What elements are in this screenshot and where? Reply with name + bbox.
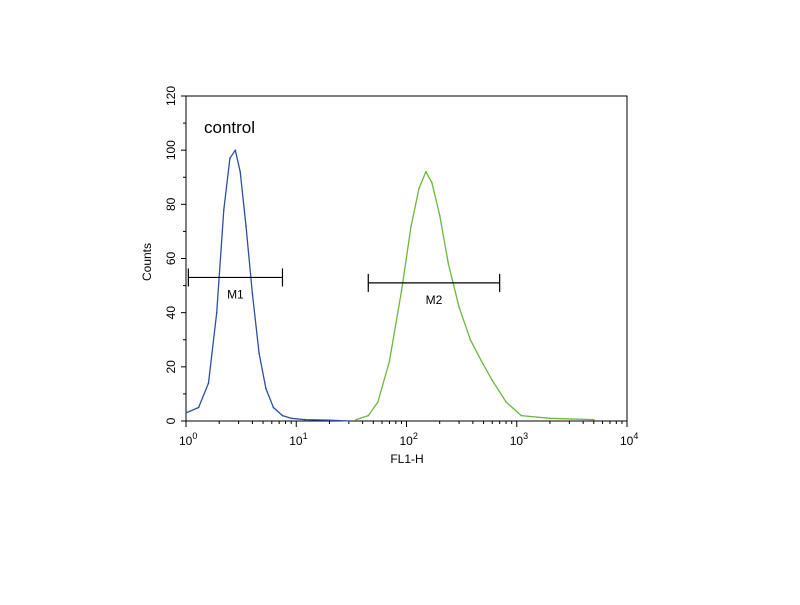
series-1-point — [245, 225, 247, 227]
marker-layer: M1 M2 — [187, 268, 501, 307]
series-layer — [185, 149, 595, 422]
y-tick-label: 60 — [164, 252, 178, 266]
x-axis: 100 101 102 103 104 — [179, 421, 638, 448]
series-2-point — [505, 401, 507, 403]
series-2-point — [438, 214, 441, 216]
series-1-point — [251, 292, 254, 295]
series-1-point — [290, 417, 293, 420]
x-tick-base: 10 — [400, 434, 414, 448]
series-1-point — [304, 418, 306, 421]
series-1-point — [328, 419, 331, 422]
x-tick-label: 101 — [289, 431, 307, 448]
histogram-series-1 — [185, 149, 349, 422]
series-2-point — [469, 339, 472, 341]
x-tick-label: 104 — [620, 431, 638, 448]
x-tick-exponent: 1 — [303, 431, 308, 441]
series-1-point — [265, 387, 267, 390]
y-tick-label: 100 — [164, 140, 178, 160]
y-axis-label: Counts — [140, 243, 154, 281]
x-tick-label: 100 — [179, 431, 197, 448]
x-tick-base: 10 — [289, 434, 303, 448]
x-tick-base: 10 — [510, 434, 524, 448]
series-2-point — [593, 418, 595, 421]
series-2-point — [549, 417, 551, 420]
series-1-point — [234, 149, 237, 151]
series-1-point — [258, 352, 260, 355]
histogram-series-2 — [355, 171, 594, 421]
y-tick-label: 40 — [164, 306, 178, 320]
series-2-point — [480, 360, 483, 363]
x-tick-label: 102 — [400, 431, 418, 448]
x-tick-base: 10 — [179, 434, 193, 448]
marker-label-m1: M1 — [227, 287, 244, 301]
series-2-point — [425, 171, 427, 173]
series-2-point — [520, 414, 523, 417]
y-axis: 0 20 40 60 80 100 120 — [164, 86, 186, 424]
series-2-point — [400, 290, 403, 292]
series-1-point — [215, 311, 218, 314]
x-tick-exponent: 2 — [413, 431, 418, 441]
y-tick-label: 20 — [164, 360, 178, 374]
series-2-point — [377, 401, 379, 403]
series-1-point — [348, 420, 350, 422]
x-axis-label: FL1-H — [390, 452, 423, 466]
series-1-point — [207, 382, 210, 384]
x-tick-base: 10 — [620, 434, 634, 448]
series-2-point — [491, 379, 494, 382]
series-2-point — [355, 418, 358, 421]
y-tick-label: 0 — [164, 417, 178, 424]
marker-label-m2: M2 — [426, 293, 443, 307]
series-1-point — [223, 209, 225, 211]
series-1-point — [272, 406, 275, 409]
series-1-point — [197, 406, 200, 409]
series-1-point — [185, 412, 187, 414]
series-2-point — [418, 187, 420, 189]
y-tick-label: 120 — [164, 86, 178, 106]
series-2-point — [367, 414, 370, 417]
x-tick-exponent: 4 — [633, 431, 638, 441]
y-tick-label: 80 — [164, 197, 178, 211]
series-1-point — [281, 414, 284, 417]
series-2-point — [410, 225, 412, 227]
x-tick-exponent: 0 — [192, 431, 197, 441]
series-2-point — [458, 306, 460, 309]
series-1-point — [239, 171, 241, 173]
x-tick-label: 103 — [510, 431, 528, 448]
series-1-point — [229, 157, 231, 160]
annotation-control: control — [204, 118, 255, 137]
x-tick-exponent: 3 — [523, 431, 528, 441]
series-2-point — [431, 181, 433, 184]
series-2-point — [388, 360, 391, 363]
series-2-point — [447, 263, 450, 265]
